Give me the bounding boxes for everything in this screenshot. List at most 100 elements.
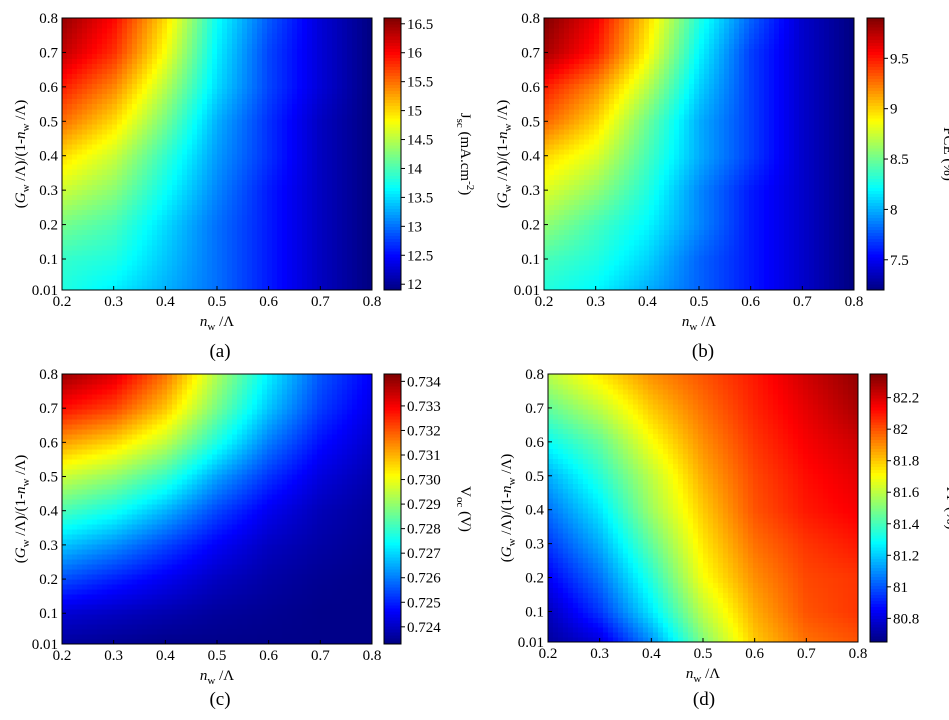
heatmap-cell bbox=[242, 48, 248, 54]
heatmap-cell bbox=[237, 103, 243, 110]
heatmap-cell bbox=[212, 209, 218, 216]
heatmap-cell bbox=[684, 249, 690, 256]
heatmap-cell bbox=[77, 269, 83, 276]
heatmap-cell bbox=[257, 98, 263, 105]
heatmap-cell bbox=[789, 219, 795, 226]
heatmap-cell bbox=[579, 209, 585, 216]
heatmap-cell bbox=[609, 219, 615, 226]
heatmap-cell bbox=[312, 169, 318, 175]
heatmap-cell bbox=[207, 184, 213, 190]
heatmap-cell bbox=[282, 204, 288, 211]
heatmap-cell bbox=[267, 23, 273, 29]
heatmap-cell bbox=[357, 43, 363, 49]
heatmap-cell bbox=[694, 179, 700, 185]
heatmap-cell bbox=[92, 123, 98, 130]
heatmap-cell bbox=[247, 189, 253, 195]
heatmap-cell bbox=[834, 204, 840, 211]
heatmap-cell bbox=[162, 113, 168, 120]
heatmap-cell bbox=[789, 279, 795, 286]
heatmap-cell bbox=[187, 164, 193, 170]
heatmap-cell bbox=[589, 249, 595, 256]
heatmap-cell bbox=[182, 138, 188, 145]
heatmap-cell bbox=[659, 264, 665, 271]
heatmap-cell bbox=[192, 98, 198, 105]
heatmap-cell bbox=[72, 214, 78, 221]
heatmap-cell bbox=[117, 93, 123, 100]
heatmap-cell bbox=[277, 174, 283, 180]
heatmap-cell bbox=[694, 249, 700, 256]
heatmap-cell bbox=[62, 48, 68, 54]
heatmap-cell bbox=[282, 73, 288, 80]
heatmap-cell bbox=[202, 279, 208, 286]
heatmap-cell bbox=[162, 209, 168, 216]
heatmap-cell bbox=[297, 28, 303, 34]
heatmap-cell bbox=[774, 224, 780, 231]
heatmap-cell bbox=[614, 199, 620, 205]
heatmap-cell bbox=[669, 214, 675, 221]
heatmap-cell bbox=[102, 138, 108, 145]
heatmap-cell bbox=[322, 194, 328, 200]
heatmap-cell bbox=[544, 179, 550, 185]
heatmap-cell bbox=[604, 189, 610, 195]
heatmap-cell bbox=[237, 239, 243, 246]
heatmap-cell bbox=[764, 284, 770, 291]
heatmap-cell bbox=[739, 179, 745, 185]
heatmap-cell bbox=[332, 113, 338, 120]
heatmap-cell bbox=[82, 194, 88, 200]
heatmap-cell bbox=[97, 108, 103, 115]
heatmap-cell bbox=[639, 174, 645, 180]
heatmap-cell bbox=[694, 174, 700, 180]
heatmap-cell bbox=[107, 43, 113, 49]
heatmap-cell bbox=[257, 133, 263, 140]
heatmap-cell bbox=[232, 254, 238, 261]
heatmap-cell bbox=[659, 254, 665, 261]
heatmap-cell bbox=[102, 244, 108, 251]
heatmap-cell bbox=[202, 244, 208, 251]
heatmap-cell bbox=[307, 28, 313, 34]
heatmap-cell bbox=[107, 154, 113, 160]
heatmap-cell bbox=[102, 98, 108, 105]
heatmap-cell bbox=[92, 38, 98, 44]
heatmap-cell bbox=[322, 68, 328, 75]
heatmap-cell bbox=[272, 244, 278, 251]
colorbar-swatch bbox=[384, 181, 401, 185]
heatmap-cell bbox=[312, 219, 318, 226]
heatmap-cell bbox=[629, 194, 635, 200]
heatmap-cell bbox=[684, 244, 690, 251]
heatmap-cell bbox=[137, 184, 143, 190]
colorbar bbox=[384, 18, 401, 291]
heatmap-cell bbox=[277, 249, 283, 256]
heatmap-cell bbox=[92, 73, 98, 80]
heatmap-cell bbox=[232, 128, 238, 135]
heatmap-cell bbox=[302, 224, 308, 231]
heatmap-cell bbox=[107, 254, 113, 261]
heatmap-cell bbox=[814, 189, 820, 195]
heatmap-cell bbox=[252, 284, 258, 291]
heatmap-cell bbox=[619, 194, 625, 200]
heatmap-cell bbox=[252, 143, 258, 150]
heatmap-cell bbox=[212, 244, 218, 251]
heatmap-cell bbox=[674, 269, 680, 276]
heatmap-cell bbox=[739, 254, 745, 261]
heatmap-cell bbox=[262, 58, 268, 64]
heatmap-cell bbox=[72, 58, 78, 64]
heatmap-cell bbox=[212, 128, 218, 135]
heatmap-cell bbox=[312, 128, 318, 135]
heatmap-cell bbox=[574, 189, 580, 195]
heatmap-cell bbox=[689, 274, 695, 281]
heatmap-cell bbox=[247, 68, 253, 75]
heatmap-cell bbox=[87, 214, 93, 221]
heatmap-cell bbox=[312, 229, 318, 236]
heatmap-cell bbox=[804, 174, 810, 180]
heatmap-cell bbox=[327, 108, 333, 115]
heatmap-cell bbox=[292, 174, 298, 180]
heatmap-cell bbox=[709, 194, 715, 200]
heatmap-cell bbox=[784, 184, 790, 190]
heatmap-cell bbox=[794, 239, 800, 246]
heatmap-cell bbox=[619, 174, 625, 180]
heatmap-cell bbox=[322, 48, 328, 54]
heatmap-cell bbox=[102, 279, 108, 286]
heatmap-cell bbox=[829, 184, 835, 190]
heatmap-cell bbox=[182, 43, 188, 49]
heatmap-cell bbox=[844, 179, 850, 185]
